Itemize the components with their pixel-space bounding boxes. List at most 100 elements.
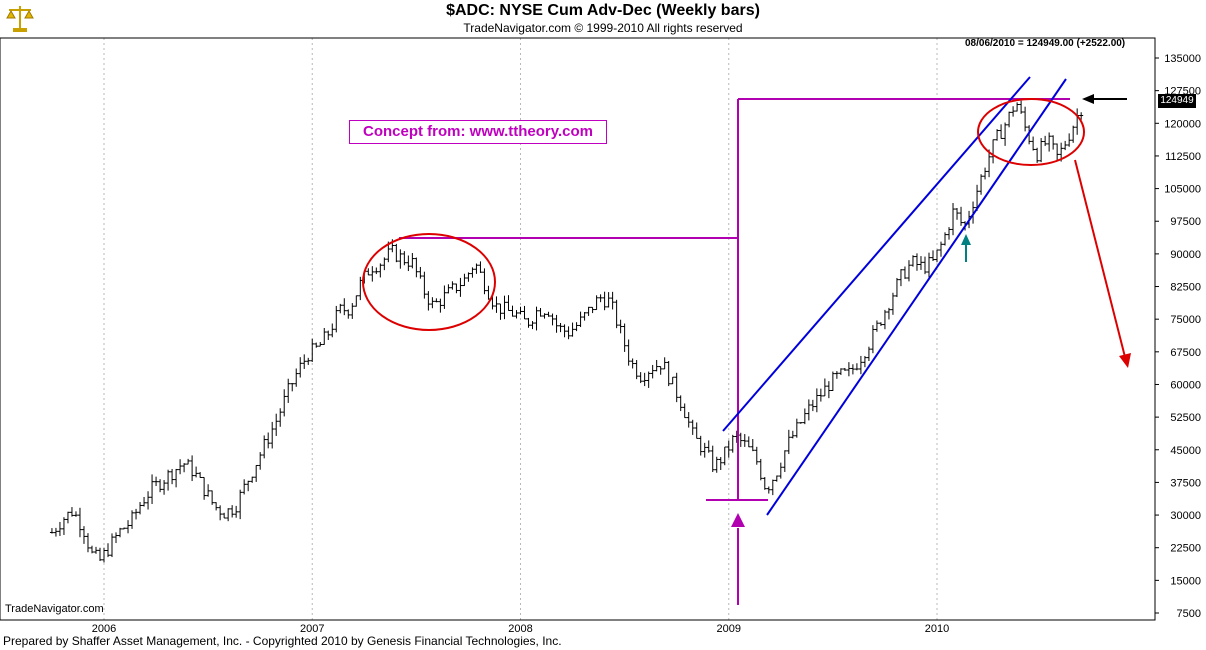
ohlc-bar — [1043, 135, 1048, 147]
watermark-text: TradeNavigator.com — [5, 603, 104, 615]
ohlc-bar — [514, 310, 519, 319]
y-tick-label: 97500 — [1170, 216, 1201, 228]
ohlc-bar — [358, 276, 363, 301]
ohlc-bar — [558, 322, 563, 333]
ohlc-bar — [890, 292, 895, 315]
ohlc-bar — [894, 277, 899, 298]
ohlc-bar — [778, 462, 783, 479]
ohlc-bar — [822, 378, 827, 397]
ohlc-bar — [1023, 106, 1028, 132]
ohlc-bar — [930, 250, 935, 262]
ohlc-bar — [366, 268, 371, 276]
ohlc-bar — [694, 422, 699, 439]
ohlc-bar — [786, 429, 791, 455]
ohlc-bar — [170, 468, 175, 485]
ohlc-bar — [682, 403, 687, 419]
ohlc-bar — [81, 526, 86, 544]
ohlc-bar — [434, 298, 439, 303]
last-value-readout: 08/06/2010 = 124949.00 (+2522.00) — [965, 38, 1126, 49]
ohlc-bar — [1051, 135, 1056, 150]
ohlc-bar — [402, 251, 407, 266]
ohlc-bar — [606, 292, 611, 308]
ohlc-bar — [814, 388, 819, 413]
ohlc-bar — [418, 266, 423, 279]
ohlc-bar — [154, 476, 159, 487]
red-down-arrow-icon — [1119, 353, 1131, 368]
ohlc-bar — [138, 502, 143, 515]
ohlc-bar — [794, 418, 799, 438]
ohlc-bar — [422, 271, 427, 299]
ohlc-bar — [206, 484, 211, 497]
ohlc-bar — [102, 547, 106, 563]
x-tick-label: 2010 — [925, 623, 949, 635]
ohlc-bar — [947, 227, 952, 240]
ohlc-bar — [730, 434, 735, 453]
ohlc-bar — [478, 261, 483, 273]
ohlc-bar — [454, 283, 459, 294]
ohlc-bar — [298, 357, 303, 378]
teal-up-arrow-icon — [961, 234, 971, 245]
ohlc-bar — [850, 364, 855, 375]
ohlc-bar — [582, 312, 587, 321]
ohlc-bar — [646, 371, 651, 388]
ohlc-bar — [518, 306, 523, 315]
ohlc-bar — [726, 440, 731, 458]
ohlc-bar — [542, 313, 547, 319]
ohlc-bar — [254, 464, 259, 482]
ohlc-bar — [594, 295, 599, 311]
ohlc-bar — [1035, 147, 1040, 163]
ohlc-bar — [866, 346, 871, 361]
ohlc-bar — [722, 446, 727, 466]
ohlc-bar — [714, 456, 719, 473]
ohlc-bar — [983, 167, 988, 180]
ohlc-bar — [314, 342, 319, 348]
ohlc-bar — [61, 517, 66, 535]
ohlc-bar — [566, 326, 571, 340]
chart-title: $ADC: NYSE Cum Adv-Dec (Weekly bars) — [446, 2, 760, 19]
ohlc-bar — [246, 480, 251, 492]
ohlc-bar — [442, 285, 447, 309]
ohlc-bar — [330, 323, 335, 338]
ohlc-bar — [951, 203, 956, 236]
ohlc-bar — [474, 263, 479, 274]
ohlc-bar — [766, 486, 771, 494]
y-tick-label: 82500 — [1170, 282, 1201, 294]
ohlc-bar — [274, 413, 279, 436]
y-tick-label: 105000 — [1164, 184, 1201, 196]
ohlc-bar — [574, 322, 579, 332]
ohlc-bar — [178, 459, 183, 475]
ohlc-bar — [190, 455, 195, 482]
ohlc-bar — [202, 476, 207, 500]
ohlc-bar — [918, 256, 923, 270]
ohlc-bar — [622, 323, 627, 352]
ohlc-bar — [550, 313, 555, 326]
ohlc-bar — [218, 505, 223, 521]
footer-credit: Prepared by Shaffer Asset Management, In… — [3, 634, 562, 648]
axes: 2006 2007 2008 2009 201013500012750012000011… — [0, 37, 1201, 635]
ohlc-bar — [262, 435, 267, 459]
ohlc-bar — [614, 299, 619, 329]
ohlc-bar — [126, 520, 131, 534]
time-projection-lines — [399, 98, 1070, 605]
ohlc-bar — [438, 298, 443, 313]
ohlc-bar — [987, 149, 992, 178]
ohlc-bar — [486, 285, 491, 300]
ohlc-bar — [818, 388, 823, 402]
magenta-up-arrow-icon — [731, 513, 745, 527]
ohlc-bar — [85, 533, 90, 553]
ohlc-bar — [110, 533, 115, 558]
ohlc-bar — [598, 294, 603, 303]
ohlc-bar — [862, 356, 867, 368]
ohlc-bar — [302, 354, 307, 369]
ohlc-bar — [578, 311, 583, 328]
ohlc-bar — [802, 408, 807, 425]
ohlc-bar — [89, 545, 94, 554]
ohlc-bar — [538, 308, 543, 317]
ohlc-bar — [898, 269, 903, 287]
ohlc-bar — [658, 366, 663, 375]
ohlc-bar — [678, 395, 683, 412]
ohlc-bar — [430, 297, 435, 309]
ohlc-bar — [999, 124, 1004, 139]
ohlc-bar — [458, 277, 463, 297]
